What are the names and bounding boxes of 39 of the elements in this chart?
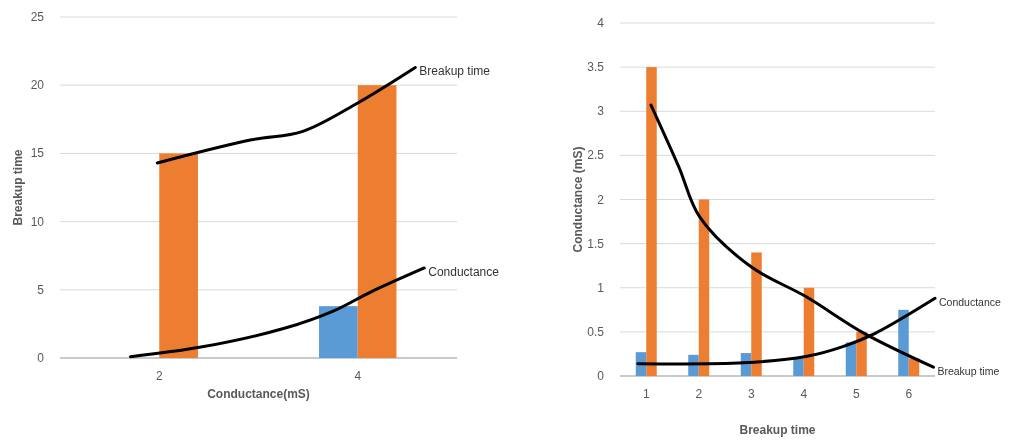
x-tick-label: 4	[800, 387, 808, 401]
x-tick-label: 5	[852, 387, 860, 401]
y-tick-label: 0	[37, 351, 45, 365]
y-axis-title: Conductance (mS)	[571, 146, 585, 253]
bar	[793, 358, 804, 376]
y-tick-label: 10	[30, 214, 45, 229]
x-axis-title: Breakup time	[739, 423, 816, 437]
x-tick-label: 2	[695, 387, 703, 401]
bar	[751, 252, 762, 376]
line-series	[128, 266, 426, 359]
y-tick-label: 4	[597, 16, 605, 30]
x-tick-label: 3	[747, 387, 755, 401]
bar	[357, 85, 397, 358]
y-tick-label: 0	[597, 369, 605, 383]
x-tick-label: 6	[905, 387, 913, 401]
y-tick-label: 1	[597, 280, 605, 295]
series-label: Breakup time	[419, 64, 491, 79]
y-tick-label: 1.5	[587, 236, 605, 251]
bar	[698, 199, 710, 376]
series-label: Conductance	[939, 296, 1002, 309]
series-label: Breakup time	[937, 365, 1000, 378]
bar	[319, 306, 358, 358]
y-axis-title: Breakup time	[11, 149, 25, 226]
y-tick-label: 20	[30, 78, 45, 93]
bar	[898, 309, 909, 376]
y-tick-label: 2.5	[587, 148, 605, 163]
y-tick-label: 3	[597, 104, 605, 119]
y-tick-label: 0.5	[587, 324, 605, 339]
y-tick-label: 3.5	[587, 60, 605, 75]
y-tick-label: 5	[37, 282, 45, 297]
x-tick-label: 1	[642, 387, 650, 401]
bar	[159, 153, 198, 358]
series-label: Conductance	[428, 264, 500, 279]
y-tick-label: 2	[597, 192, 605, 207]
bar	[646, 67, 657, 376]
x-axis-title: Conductance(mS)	[207, 387, 310, 401]
y-tick-label: 25	[30, 10, 45, 24]
line-series	[155, 65, 417, 165]
y-tick-label: 15	[30, 146, 45, 161]
